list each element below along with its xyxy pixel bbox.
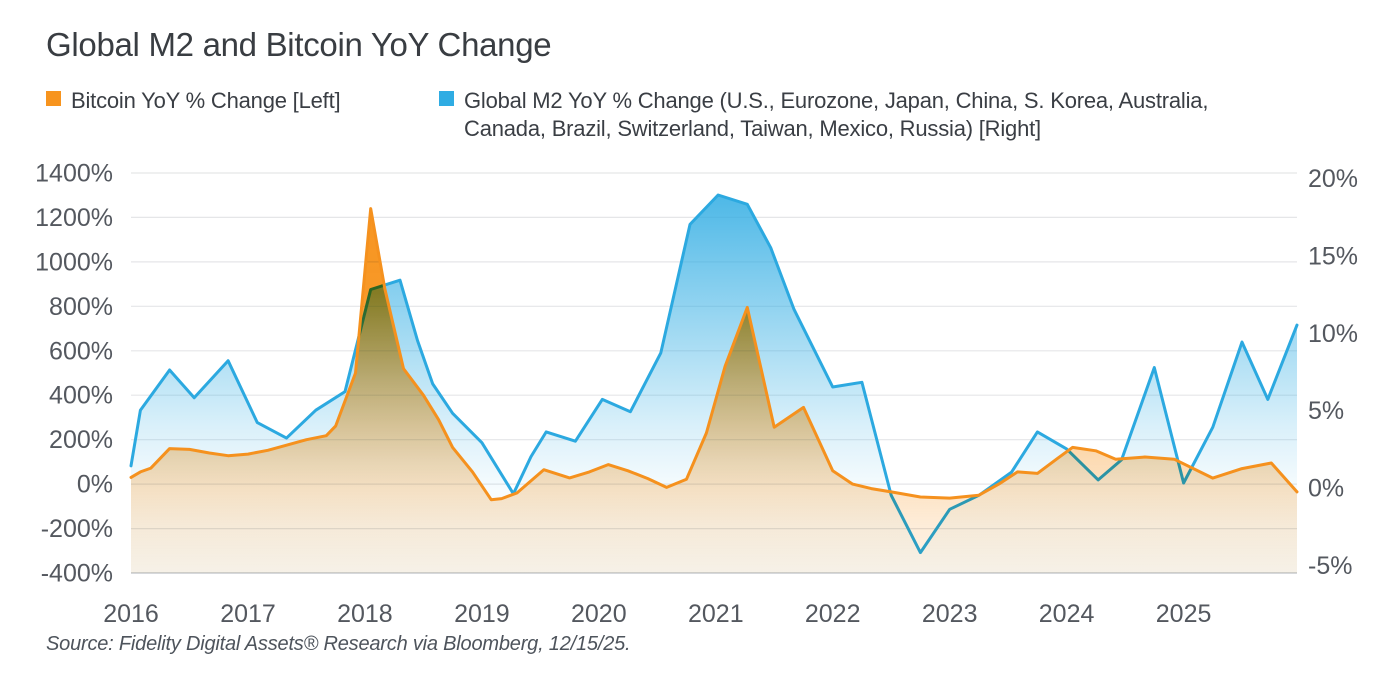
chart-title: Global M2 and Bitcoin YoY Change [46,26,552,63]
y-left-tick-label: 800% [49,293,113,321]
x-tick-label: 2025 [1156,600,1212,628]
bitcoin-swatch-icon [46,91,61,106]
y-left-tick-label: 1000% [35,248,113,276]
series-line-orange [129,207,1299,502]
legend-label-bitcoin: Bitcoin YoY % Change [Left] [71,88,341,113]
x-tick-label: 2020 [571,600,627,628]
y-right-tick-label: 10% [1308,320,1358,348]
y-left-tick-label: 600% [49,337,113,365]
x-tick-label: 2017 [220,600,276,628]
x-tick-label: 2019 [454,600,510,628]
chart-svg: 1400% 1200% 1000% 800% 600% 400% 200% 0% -200% -4… [35,160,1358,628]
m2-swatch-icon [439,91,454,106]
tick-layer: 1400% 1200% 1000% 800% 600% 400% 200% 0% -200% -4… [35,160,1358,628]
x-tick-label: 2021 [688,600,744,628]
y-right-tick-label: 20% [1308,165,1358,193]
y-right-tick-label: 0% [1308,475,1344,503]
legend-item-bitcoin: Bitcoin YoY % Change [Left] [46,87,341,115]
y-right-tick-label: 5% [1308,397,1344,425]
y-left-tick-label: 1400% [35,160,113,188]
y-left-tick-label: -400% [41,560,113,588]
x-tick-label: 2024 [1039,600,1095,628]
series-layer [129,193,1299,573]
y-right-tick-label: -5% [1308,552,1352,580]
y-left-tick-label: 0% [77,471,113,499]
y-left-tick-label: 1200% [35,204,113,232]
series-area-orange [131,208,1297,573]
y-right-tick-label: 15% [1308,242,1358,270]
legend-item-m2: Global M2 YoY % Change (U.S., Eurozone, … [439,87,1222,143]
x-tick-label: 2022 [805,600,861,628]
y-left-tick-label: 200% [49,426,113,454]
x-tick-label: 2016 [103,600,159,628]
x-tick-label: 2023 [922,600,978,628]
y-left-tick-label: 400% [49,382,113,410]
x-tick-label: 2018 [337,600,393,628]
y-left-tick-label: -200% [41,515,113,543]
legend-label-m2: Global M2 YoY % Change (U.S., Eurozone, … [464,88,1209,141]
source-note: Source: Fidelity Digital Assets® Researc… [46,633,631,655]
